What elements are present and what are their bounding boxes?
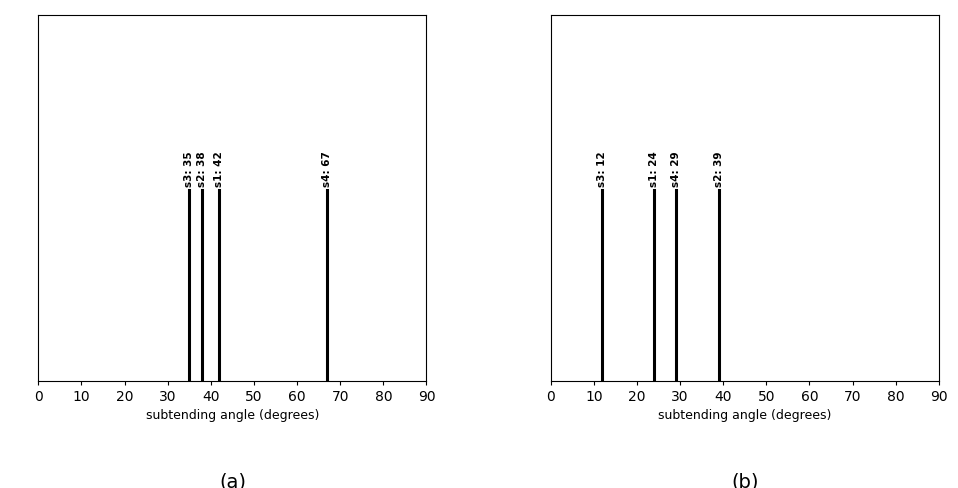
Text: s2: 39: s2: 39 [714,151,724,186]
Text: s4: 29: s4: 29 [671,151,681,186]
Text: s3: 35: s3: 35 [184,151,194,186]
X-axis label: subtending angle (degrees): subtending angle (degrees) [658,409,832,422]
Text: (a): (a) [218,472,246,488]
Text: s4: 67: s4: 67 [322,151,332,186]
Text: s1: 42: s1: 42 [215,151,224,186]
Text: s3: 12: s3: 12 [598,151,607,186]
Text: s2: 38: s2: 38 [197,151,207,186]
Text: (b): (b) [731,472,759,488]
X-axis label: subtending angle (degrees): subtending angle (degrees) [146,409,319,422]
Text: s1: 24: s1: 24 [650,151,659,186]
